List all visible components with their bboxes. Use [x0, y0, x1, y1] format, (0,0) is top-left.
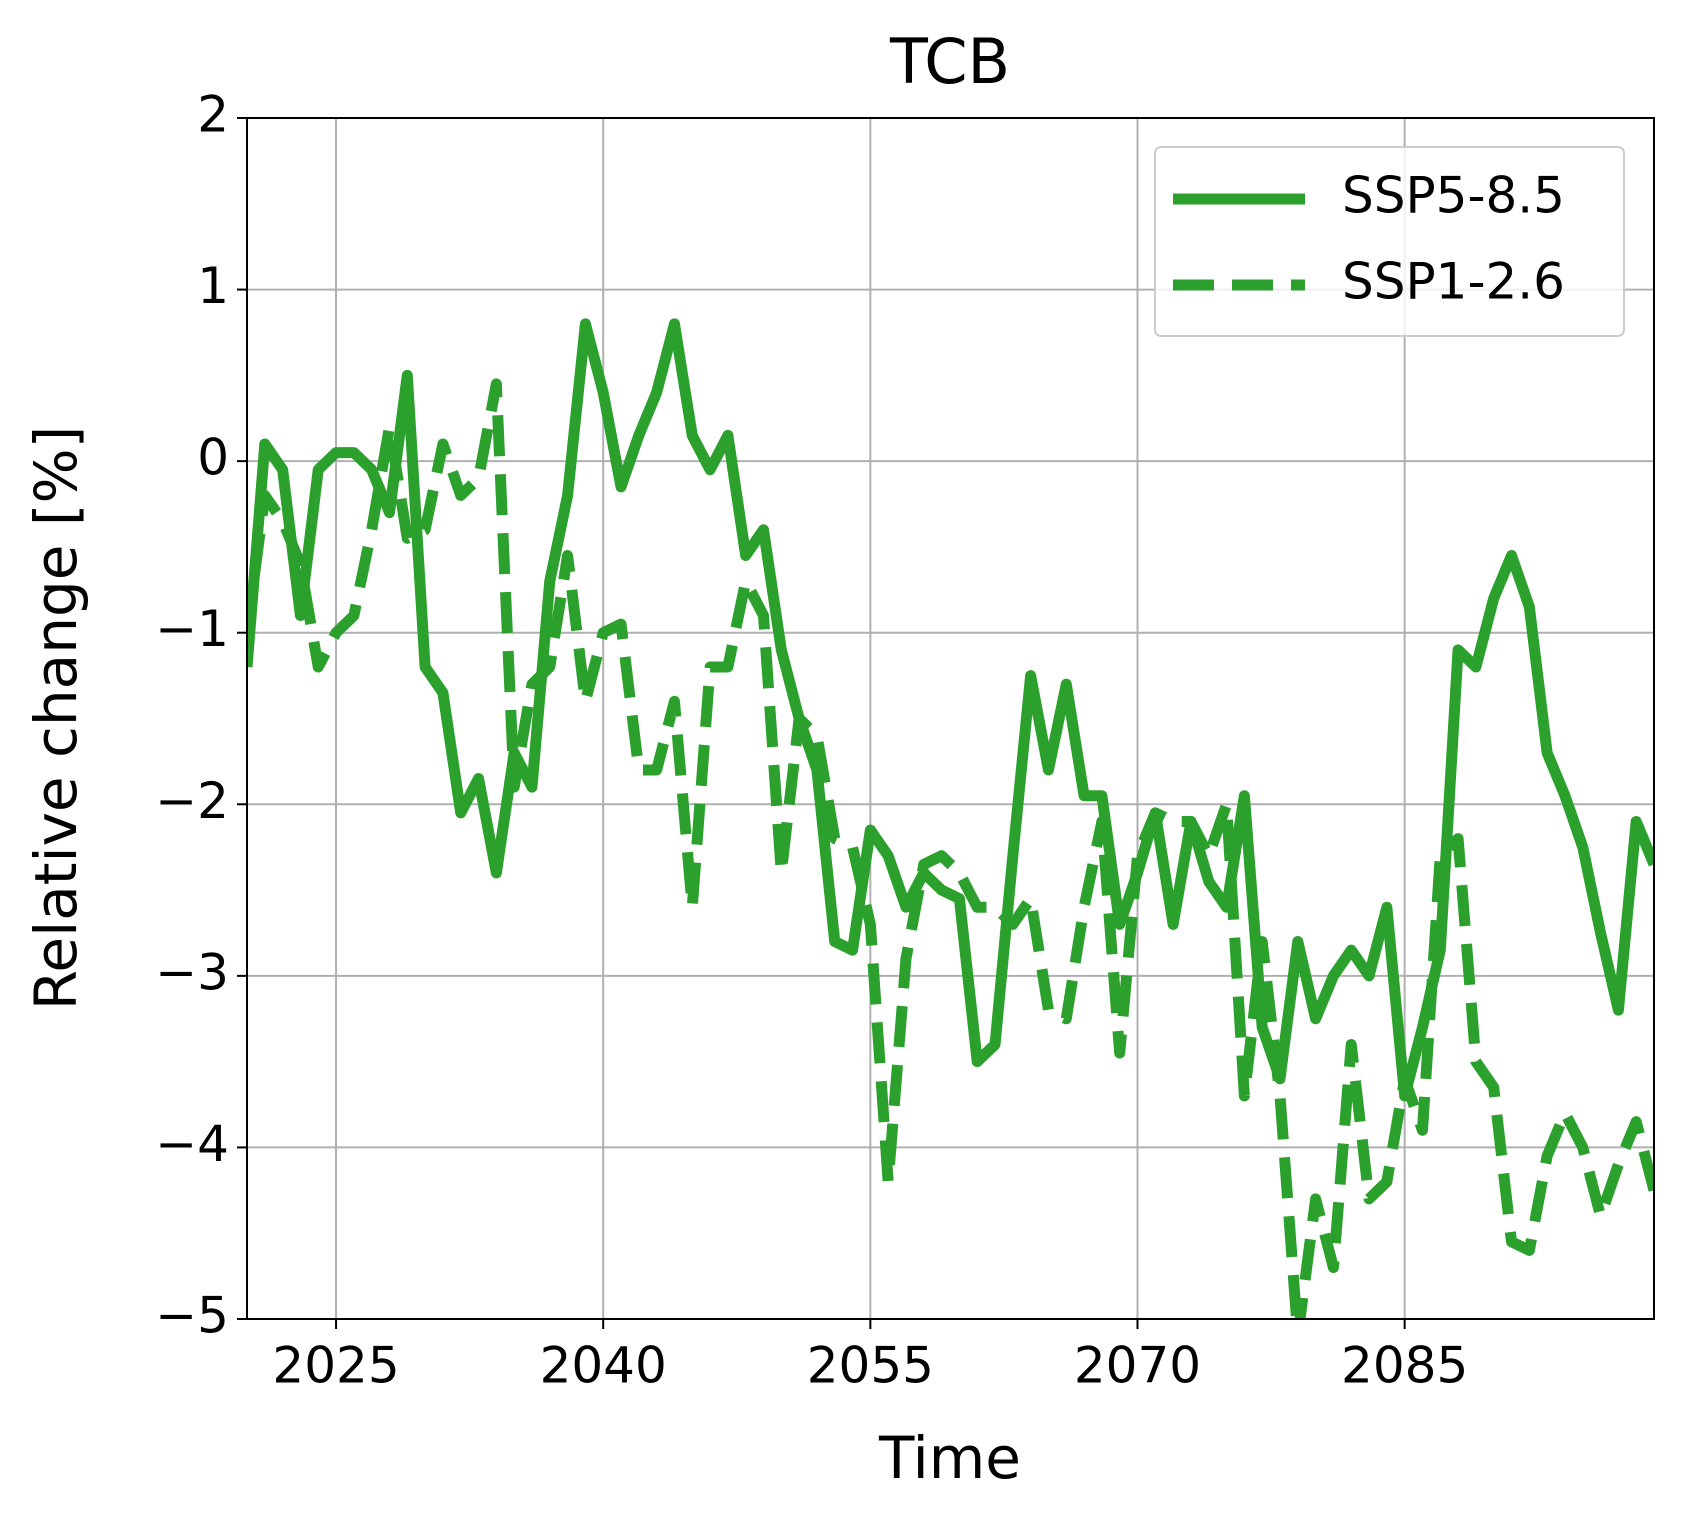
x-tick-label: 2055 [807, 1337, 934, 1395]
y-tick-label: −3 [155, 943, 229, 1001]
x-tick-label: 2025 [272, 1337, 399, 1395]
x-axis-label: Time [878, 1424, 1021, 1492]
y-tick-label: 1 [197, 257, 229, 315]
x-tick-label: 2040 [540, 1337, 667, 1395]
y-tick-label: 2 [197, 86, 229, 144]
legend-label: SSP5-8.5 [1342, 167, 1565, 225]
y-tick-label: 0 [197, 429, 229, 487]
y-tick-label: −4 [155, 1115, 229, 1173]
plot-frame [246, 117, 1655, 1320]
y-axis-label: Relative change [%] [22, 426, 90, 1011]
series-line [247, 378, 1654, 1319]
y-tick-label: −2 [155, 772, 229, 830]
x-tick-label: 2085 [1341, 1337, 1468, 1395]
plot-area [247, 318, 1654, 1319]
y-tick-label: −5 [155, 1287, 229, 1345]
y-tick-label: −1 [155, 600, 229, 658]
legend: SSP5-8.5 SSP1-2.6 [1154, 146, 1625, 337]
x-tick-label: 2070 [1074, 1337, 1201, 1395]
chart-title: TCB [889, 25, 1010, 98]
legend-label: SSP1-2.6 [1342, 253, 1565, 311]
series-line [247, 318, 1654, 1102]
